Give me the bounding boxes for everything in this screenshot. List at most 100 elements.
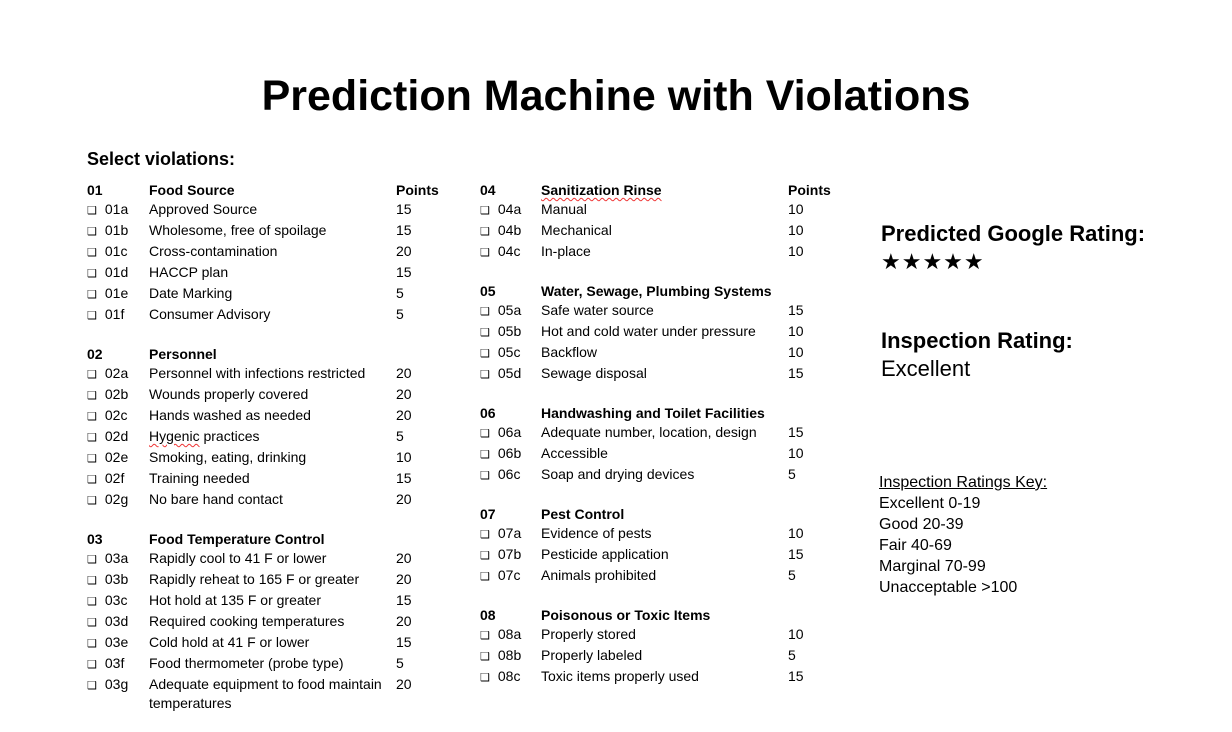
checkbox-icon[interactable]: ❑: [480, 651, 490, 663]
violation-checkbox[interactable]: ❑ 05d: [480, 364, 541, 385]
points-header: [788, 606, 838, 625]
violation-checkbox[interactable]: ❑ 03b: [87, 570, 149, 591]
violation-checkbox[interactable]: ❑ 07b: [480, 545, 541, 566]
checkbox-icon[interactable]: ❑: [480, 630, 490, 642]
violation-checkbox[interactable]: ❑ 03f: [87, 654, 149, 675]
checkbox-icon[interactable]: ❑: [87, 617, 97, 629]
checkbox-icon[interactable]: ❑: [480, 226, 490, 238]
violation-checkbox[interactable]: ❑ 02e: [87, 448, 149, 469]
violation-checkbox[interactable]: ❑ 01f: [87, 305, 149, 326]
violation-checkbox[interactable]: ❑ 06b: [480, 444, 541, 465]
violation-code: 05c: [497, 344, 521, 360]
section-header: 06 Handwashing and Toilet Facilities: [480, 404, 850, 423]
violation-code: 03a: [104, 550, 129, 566]
violation-description: Rapidly reheat to 165 F or greater: [149, 571, 360, 587]
checkbox-icon[interactable]: ❑: [87, 268, 97, 280]
violation-checkbox[interactable]: ❑ 01a: [87, 200, 149, 221]
violation-checkbox[interactable]: ❑ 05b: [480, 322, 541, 343]
checkbox-icon[interactable]: ❑: [480, 470, 490, 482]
checkbox-icon[interactable]: ❑: [480, 449, 490, 461]
violation-checkbox[interactable]: ❑ 06a: [480, 423, 541, 444]
violation-points: 15: [396, 634, 412, 650]
violation-checkbox[interactable]: ❑ 04c: [480, 242, 541, 263]
violation-checkbox[interactable]: ❑ 01c: [87, 242, 149, 263]
violation-description: Hygenic practices: [149, 428, 260, 444]
violation-checkbox[interactable]: ❑ 02d: [87, 427, 149, 448]
predicted-rating-label: Predicted Google Rating:: [881, 221, 1146, 246]
violation-checkbox[interactable]: ❑ 02f: [87, 469, 149, 490]
checkbox-icon[interactable]: ❑: [480, 247, 490, 259]
violation-checkbox[interactable]: ❑ 07a: [480, 524, 541, 545]
checkbox-icon[interactable]: ❑: [480, 428, 490, 440]
violation-description: Mechanical: [541, 222, 612, 238]
checkbox-icon[interactable]: ❑: [480, 327, 490, 339]
violation-checkbox[interactable]: ❑ 02c: [87, 406, 149, 427]
checkbox-icon[interactable]: ❑: [480, 369, 490, 381]
violation-checkbox[interactable]: ❑ 08c: [480, 667, 541, 688]
violation-checkbox[interactable]: ❑ 02b: [87, 385, 149, 406]
violation-description: Backflow: [541, 344, 598, 360]
checkbox-icon[interactable]: ❑: [480, 550, 490, 562]
checkbox-icon[interactable]: ❑: [87, 247, 97, 259]
violation-checkbox[interactable]: ❑ 01d: [87, 263, 149, 284]
violation-points: 15: [396, 201, 412, 217]
violation-points: 15: [788, 424, 804, 440]
checkbox-icon[interactable]: ❑: [87, 596, 97, 608]
checkbox-icon[interactable]: ❑: [87, 205, 97, 217]
violation-checkbox[interactable]: ❑ 01b: [87, 221, 149, 242]
checkbox-icon[interactable]: ❑: [87, 453, 97, 465]
violation-checkbox[interactable]: ❑ 03a: [87, 549, 149, 570]
section-name: Food Source: [149, 182, 235, 198]
violation-code: 02b: [104, 386, 129, 402]
checkbox-icon[interactable]: ❑: [87, 680, 97, 692]
violation-checkbox[interactable]: ❑ 04a: [480, 200, 541, 221]
checkbox-icon[interactable]: ❑: [87, 659, 97, 671]
checkbox-icon[interactable]: ❑: [87, 432, 97, 444]
violation-row: ❑ 08b Properly labeled 5: [480, 646, 850, 667]
checkbox-icon[interactable]: ❑: [87, 310, 97, 322]
checkbox-icon[interactable]: ❑: [480, 529, 490, 541]
checkbox-icon[interactable]: ❑: [87, 554, 97, 566]
violation-description: In-place: [541, 243, 591, 259]
violation-checkbox[interactable]: ❑ 04b: [480, 221, 541, 242]
violation-code: 07c: [497, 567, 521, 583]
violation-checkbox[interactable]: ❑ 08a: [480, 625, 541, 646]
checkbox-icon[interactable]: ❑: [87, 226, 97, 238]
checkbox-icon[interactable]: ❑: [87, 474, 97, 486]
violation-checkbox[interactable]: ❑ 03g: [87, 675, 149, 713]
violations-column-left: 01 Food Source Points ❑ 01a Approved Source 1…: [87, 181, 457, 732]
checkbox-icon[interactable]: ❑: [87, 411, 97, 423]
violation-checkbox[interactable]: ❑ 03d: [87, 612, 149, 633]
checkbox-icon[interactable]: ❑: [87, 495, 97, 507]
page-title: Prediction Machine with Violations: [261, 72, 971, 120]
checkbox-icon[interactable]: ❑: [480, 672, 490, 684]
violation-row: ❑ 01a Approved Source 15: [87, 200, 457, 221]
checkbox-icon[interactable]: ❑: [480, 205, 490, 217]
violation-checkbox[interactable]: ❑ 05a: [480, 301, 541, 322]
checkbox-icon[interactable]: ❑: [87, 575, 97, 587]
violation-row: ❑ 07a Evidence of pests 10: [480, 524, 850, 545]
checkbox-icon[interactable]: ❑: [87, 638, 97, 650]
section-name: Handwashing and Toilet Facilities: [541, 405, 765, 421]
violation-section: 02 Personnel ❑ 02a Personnel with infection…: [87, 345, 457, 511]
violation-checkbox[interactable]: ❑ 05c: [480, 343, 541, 364]
violation-checkbox[interactable]: ❑ 01e: [87, 284, 149, 305]
violation-points: 10: [788, 344, 804, 360]
violation-points: 10: [396, 449, 412, 465]
violation-code: 08c: [497, 668, 521, 684]
violation-points: 5: [396, 285, 404, 301]
checkbox-icon[interactable]: ❑: [87, 369, 97, 381]
checkbox-icon[interactable]: ❑: [87, 289, 97, 301]
checkbox-icon[interactable]: ❑: [480, 306, 490, 318]
violation-checkbox[interactable]: ❑ 08b: [480, 646, 541, 667]
checkbox-icon[interactable]: ❑: [87, 390, 97, 402]
violation-checkbox[interactable]: ❑ 02a: [87, 364, 149, 385]
violation-checkbox[interactable]: ❑ 06c: [480, 465, 541, 486]
violation-checkbox[interactable]: ❑ 02g: [87, 490, 149, 511]
checkbox-icon[interactable]: ❑: [480, 348, 490, 360]
checkbox-icon[interactable]: ❑: [480, 571, 490, 583]
violation-checkbox[interactable]: ❑ 03c: [87, 591, 149, 612]
section-name: Food Temperature Control: [149, 531, 325, 547]
violation-checkbox[interactable]: ❑ 03e: [87, 633, 149, 654]
violation-checkbox[interactable]: ❑ 07c: [480, 566, 541, 587]
